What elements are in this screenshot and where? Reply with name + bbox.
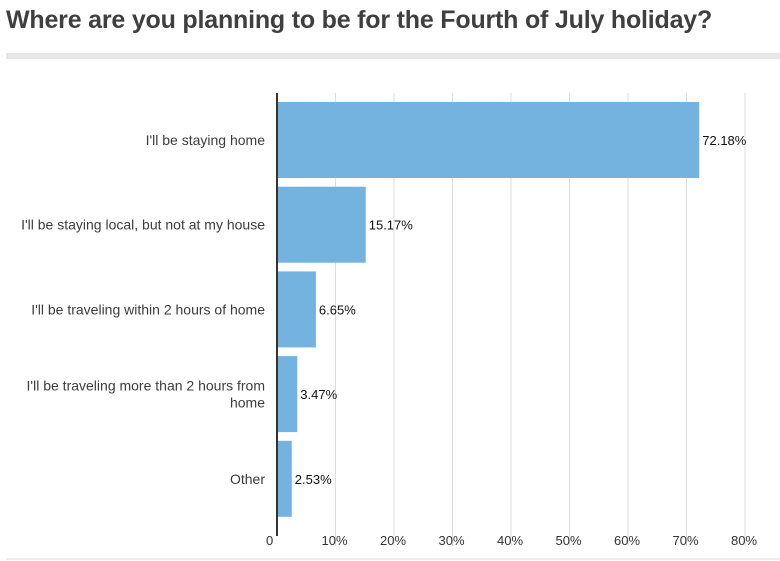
value-labels: 72.18% 15.17% 6.65% 3.47% 2.53% — [295, 133, 747, 487]
bars — [277, 102, 700, 517]
category-label: I'll be traveling more than 2 hours from… — [27, 378, 266, 411]
bar — [277, 356, 298, 433]
chart-title: Where are you planning to be for the Fou… — [6, 6, 713, 34]
bar — [277, 440, 292, 517]
x-tick-label: 20% — [380, 533, 406, 548]
x-tick-label: 30% — [438, 533, 464, 548]
x-tick-label: 70% — [672, 533, 698, 548]
category-labels: I'll be staying home I'll be staying loca… — [21, 132, 265, 487]
bar — [277, 271, 316, 348]
x-tick-label: 40% — [497, 533, 523, 548]
category-label: I'll be staying local, but not at my hou… — [21, 217, 265, 233]
x-tick-label: 80% — [731, 533, 757, 548]
title-divider — [6, 53, 780, 59]
value-label: 15.17% — [369, 218, 414, 233]
value-label: 6.65% — [319, 302, 356, 317]
category-label: I'll be traveling within 2 hours of home — [31, 301, 265, 317]
value-label: 3.47% — [300, 387, 337, 402]
bottom-divider — [6, 558, 780, 560]
category-label: I'll be staying home — [146, 132, 266, 148]
value-label: 2.53% — [295, 472, 332, 487]
category-label: Other — [230, 471, 265, 487]
x-tick-label: 50% — [555, 533, 581, 548]
x-tick-label: 10% — [321, 533, 347, 548]
value-label: 72.18% — [702, 133, 747, 148]
x-axis-tick-labels: 0 10% 20% 30% 40% 50% 60% 70% 80% — [266, 533, 757, 548]
x-tick-label: 0 — [266, 533, 273, 548]
x-tick-label: 60% — [614, 533, 640, 548]
bar — [277, 102, 700, 178]
bar — [277, 186, 366, 263]
